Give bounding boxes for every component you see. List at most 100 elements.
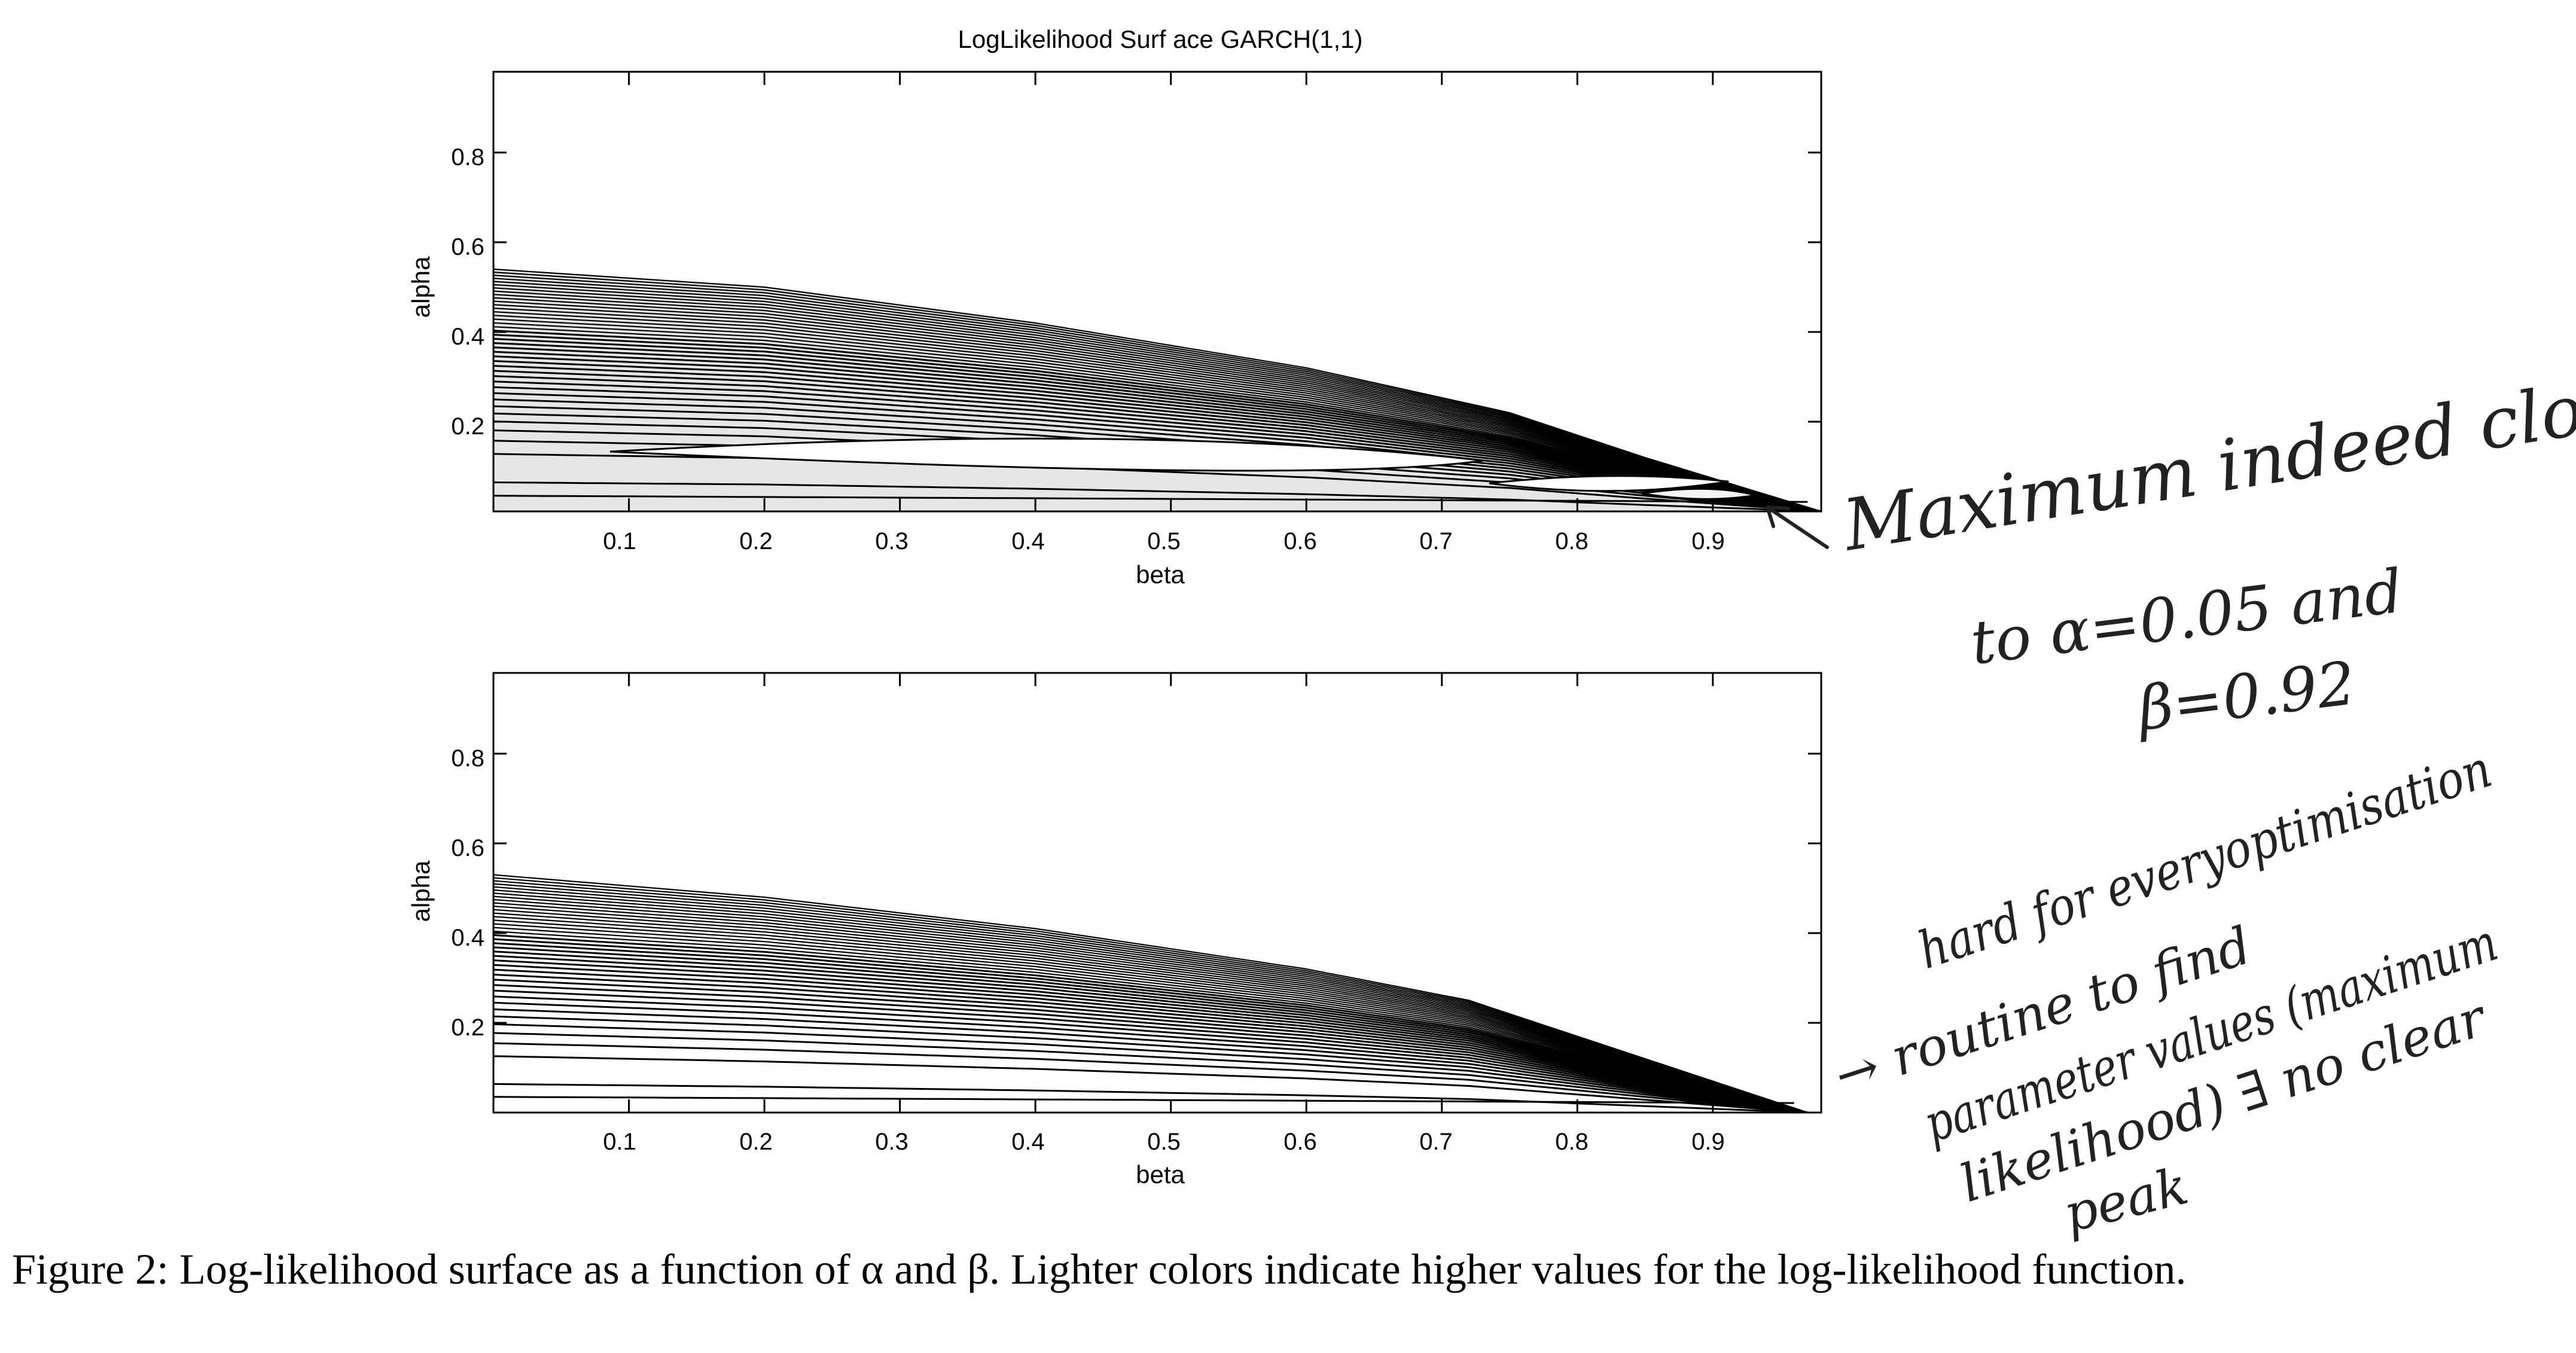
contour-line	[493, 892, 1808, 1113]
x-tick-label: 0.9	[1691, 1129, 1725, 1155]
contour-line	[493, 365, 1821, 511]
contour-line	[493, 278, 1821, 511]
x-tick-label: 0.4	[1011, 1129, 1045, 1155]
contour-line	[493, 322, 1821, 511]
contour-lines-bottom	[493, 874, 1808, 1113]
x-tick-labels-bottom: 0.1 0.2 0.3 0.4 0.5 0.6 0.7 0.8 0.9	[603, 1129, 1725, 1155]
handwritten-annotation-maximum: Maximum indeed close to α=0.05 and β=0.9…	[1766, 356, 2576, 744]
contour-line	[493, 1015, 1808, 1113]
contour-line	[493, 315, 1821, 511]
contour-line	[493, 895, 1808, 1113]
contour-line	[493, 916, 1808, 1113]
y-tick-label: 0.8	[451, 144, 484, 170]
contour-line	[493, 1032, 1808, 1113]
contour-line	[493, 346, 1821, 511]
contour-line	[493, 912, 1808, 1113]
contour-line	[493, 334, 1821, 511]
contour-line	[493, 942, 1808, 1113]
contour-line	[493, 902, 1808, 1113]
contour-line	[493, 275, 1821, 511]
contour-line	[493, 375, 1821, 511]
y-tick-label: 0.6	[451, 835, 484, 861]
contour-line	[493, 297, 1821, 511]
likelihood-plateau-top	[609, 437, 1484, 472]
contour-line	[493, 272, 1821, 511]
contour-line	[493, 950, 1808, 1113]
contour-line	[493, 311, 1821, 511]
contour-line	[493, 294, 1821, 511]
contour-line	[493, 874, 1808, 1113]
contour-line	[493, 360, 1821, 511]
x-tick-label: 0.5	[1147, 1129, 1181, 1155]
contour-line	[493, 886, 1808, 1113]
annotation-line: β=0.92	[2132, 648, 2359, 744]
contour-line	[493, 268, 1821, 511]
axis-ticks-bottom	[493, 673, 1821, 1113]
contour-line	[493, 877, 1808, 1113]
contour-line	[493, 284, 1821, 511]
contour-line	[493, 281, 1821, 511]
x-tick-label: 0.9	[1691, 528, 1725, 554]
x-tick-labels-top: 0.1 0.2 0.3 0.4 0.5 0.6 0.7 0.8 0.9	[603, 528, 1725, 554]
y-tick-label: 0.4	[451, 925, 484, 951]
contour-line	[493, 1023, 1808, 1113]
contour-line	[493, 342, 1821, 511]
contour-line	[493, 930, 1808, 1113]
contour-line	[493, 1055, 1808, 1113]
x-tick-label: 0.2	[739, 528, 773, 554]
y-tick-label: 0.8	[451, 745, 484, 772]
contour-line	[493, 938, 1808, 1113]
x-tick-label: 0.5	[1147, 528, 1181, 554]
x-tick-label: 0.2	[739, 1129, 773, 1155]
contour-maximum-region	[1489, 475, 1729, 492]
contour-line	[493, 355, 1821, 511]
figure-caption: Figure 2: Log-likelihood surface as a fu…	[12, 1245, 2187, 1293]
contour-line	[493, 909, 1808, 1113]
contour-line	[493, 979, 1808, 1113]
x-axis-label: beta	[1136, 560, 1185, 589]
x-tick-label: 0.3	[875, 528, 909, 554]
contour-line	[493, 883, 1808, 1113]
contour-line	[493, 946, 1808, 1113]
x-tick-label: 0.1	[603, 528, 636, 554]
y-tick-label: 0.2	[451, 1014, 484, 1041]
x-tick-label: 0.6	[1284, 1129, 1317, 1155]
contour-line	[493, 330, 1821, 511]
contour-line	[493, 1008, 1808, 1113]
contour-line	[493, 304, 1821, 511]
contour-line	[493, 898, 1808, 1113]
contour-line	[493, 318, 1821, 511]
plot-frame-bottom	[492, 672, 1822, 1114]
y-tick-label: 0.6	[451, 234, 484, 260]
contour-line	[493, 964, 1808, 1113]
loglikelihood-contour-chart-bottom: 0.1 0.2 0.3 0.4 0.5 0.6 0.7 0.8 0.9 0.2 …	[407, 672, 1822, 1189]
plot-area-top	[493, 72, 1821, 511]
y-axis-label: alpha	[407, 256, 435, 318]
loglikelihood-contour-chart-top: LogLikelihood Surf ace GARCH(1,1) 0.1 0.…	[407, 25, 1822, 589]
contour-line	[493, 287, 1821, 511]
axis-ticks-top	[493, 72, 1821, 511]
y-tick-labels-bottom: 0.2 0.4 0.6 0.8	[451, 745, 484, 1041]
handwritten-annotation-optimisation: hard for everyoptimisation → routine to …	[1828, 739, 2505, 1245]
contour-line	[493, 906, 1808, 1113]
contour-line	[493, 495, 1808, 503]
y-tick-label: 0.4	[451, 324, 484, 350]
contour-line	[493, 481, 1821, 511]
contour-line	[493, 453, 1821, 511]
x-tick-label: 0.7	[1419, 1129, 1453, 1155]
y-tick-labels-top: 0.2 0.4 0.6 0.8	[451, 144, 484, 440]
y-tick-label: 0.2	[451, 413, 484, 440]
contour-line	[493, 307, 1821, 511]
contour-line	[493, 955, 1808, 1113]
contour-line	[493, 995, 1808, 1113]
contour-line	[493, 973, 1808, 1113]
contour-line	[493, 290, 1821, 511]
contour-line	[493, 919, 1808, 1113]
arrow-to-maximum	[1766, 505, 1829, 549]
contour-line	[493, 923, 1808, 1113]
contour-line	[493, 380, 1821, 511]
contour-line	[493, 989, 1808, 1113]
contour-line	[493, 300, 1821, 511]
contour-line	[493, 927, 1808, 1113]
